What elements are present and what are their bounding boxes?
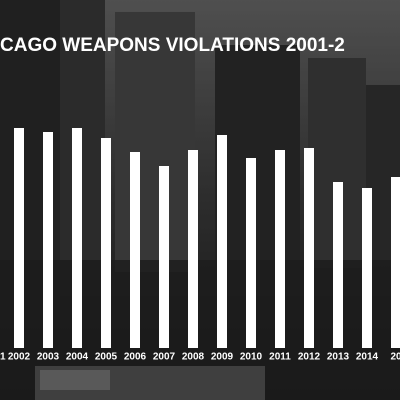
bar	[43, 132, 53, 348]
x-tick-label: 2013	[327, 352, 350, 363]
x-tick-label: 1	[0, 352, 6, 363]
bar	[217, 135, 227, 348]
bar	[362, 188, 372, 348]
x-tick-label: 2007	[153, 352, 176, 363]
bar	[159, 166, 169, 348]
x-tick-label: 2003	[37, 352, 60, 363]
bar	[246, 158, 256, 348]
chart-title: CAGO WEAPONS VIOLATIONS 2001-2	[0, 35, 345, 56]
x-tick-label: 2006	[124, 352, 147, 363]
bar	[130, 152, 140, 348]
x-tick-label: 2014	[356, 352, 379, 363]
x-tick-label: 2002	[8, 352, 31, 363]
x-tick-label: 2005	[95, 352, 118, 363]
bar	[101, 138, 111, 348]
bar	[72, 128, 82, 348]
x-tick-label: 20	[390, 352, 400, 363]
bar	[391, 177, 400, 348]
bar	[14, 128, 24, 348]
bar	[304, 148, 314, 348]
x-tick-label: 2008	[182, 352, 205, 363]
bar	[275, 150, 285, 348]
x-tick-label: 2012	[298, 352, 321, 363]
x-tick-label: 2011	[269, 352, 291, 363]
bar	[188, 150, 198, 348]
bar	[333, 182, 343, 348]
x-tick-label: 2010	[240, 352, 263, 363]
x-tick-label: 2009	[211, 352, 234, 363]
x-tick-label: 2004	[66, 352, 89, 363]
